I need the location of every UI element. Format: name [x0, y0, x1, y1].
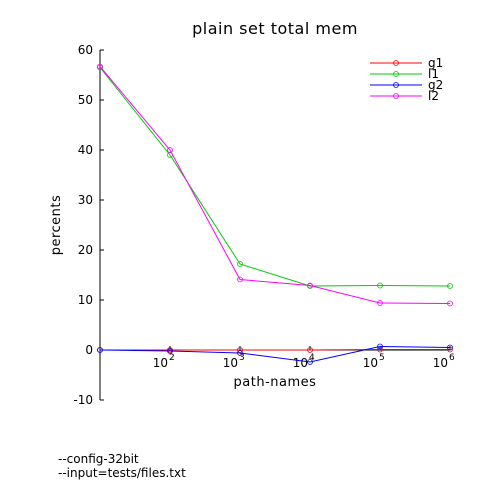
x-axis-label: path-names	[234, 375, 317, 390]
legend-marker-g1	[393, 60, 399, 66]
y-tick-label: 50	[78, 93, 93, 107]
x-tick-label: 10	[433, 356, 448, 370]
y-tick-label: 60	[78, 43, 93, 57]
y-tick-label: 0	[85, 343, 93, 357]
x-tick-label: 10	[293, 356, 308, 370]
data-point-l1	[237, 261, 243, 267]
y-tick-label: -10	[73, 393, 93, 407]
x-tick-exponent: 5	[379, 353, 385, 363]
note-config: --config-32bit	[58, 452, 139, 466]
legend-marker-l2	[393, 93, 399, 99]
data-point-g2	[97, 347, 103, 353]
y-tick-label: 20	[78, 243, 93, 257]
legend-label-g2: g2	[428, 78, 443, 92]
data-point-l2	[167, 147, 173, 153]
y-tick-label: 40	[78, 143, 93, 157]
y-tick-label: 10	[78, 293, 93, 307]
note-input: --input=tests/files.txt	[58, 466, 186, 480]
series-line-l2	[99, 66, 451, 304]
x-tick-label: 10	[223, 356, 238, 370]
run-notes: --config-32bit --input=tests/files.txt	[58, 452, 186, 480]
data-point-l2	[377, 300, 383, 306]
series-line-g1	[100, 349, 450, 351]
data-point-g2	[447, 344, 453, 351]
chart-title: plain set total mem	[192, 19, 358, 38]
data-point-g2	[237, 350, 243, 356]
data-point-l1	[447, 283, 453, 289]
series-line-l1	[99, 67, 451, 287]
data-point-l1	[377, 282, 383, 289]
y-tick-label: 30	[78, 193, 93, 207]
data-point-l2	[447, 300, 453, 307]
data-point-l2	[307, 282, 313, 289]
series-lines	[97, 63, 453, 365]
legend-marker-l1	[393, 71, 399, 77]
x-tick-exponent: 4	[309, 353, 315, 363]
legend-label-g1: g1	[428, 56, 443, 70]
series-line-g2	[99, 345, 451, 363]
x-tick-label: 10	[153, 356, 168, 370]
data-point-g1	[307, 347, 313, 353]
legend-marker-g2	[393, 82, 399, 88]
x-tick-label: 10	[363, 356, 378, 370]
legend-label-l2: l2	[428, 89, 439, 103]
x-tick-exponent: 3	[239, 353, 245, 363]
y-axis-label: percents	[49, 195, 64, 256]
legend-label-l1: l1	[428, 67, 439, 81]
data-point-g2	[167, 348, 173, 354]
x-tick-exponent: 2	[169, 353, 175, 363]
data-point-l2	[97, 63, 103, 70]
data-point-g2	[307, 359, 313, 365]
data-point-g2	[377, 343, 383, 350]
data-point-l2	[237, 276, 243, 283]
x-tick-exponent: 6	[449, 353, 455, 363]
axes	[99, 49, 451, 401]
